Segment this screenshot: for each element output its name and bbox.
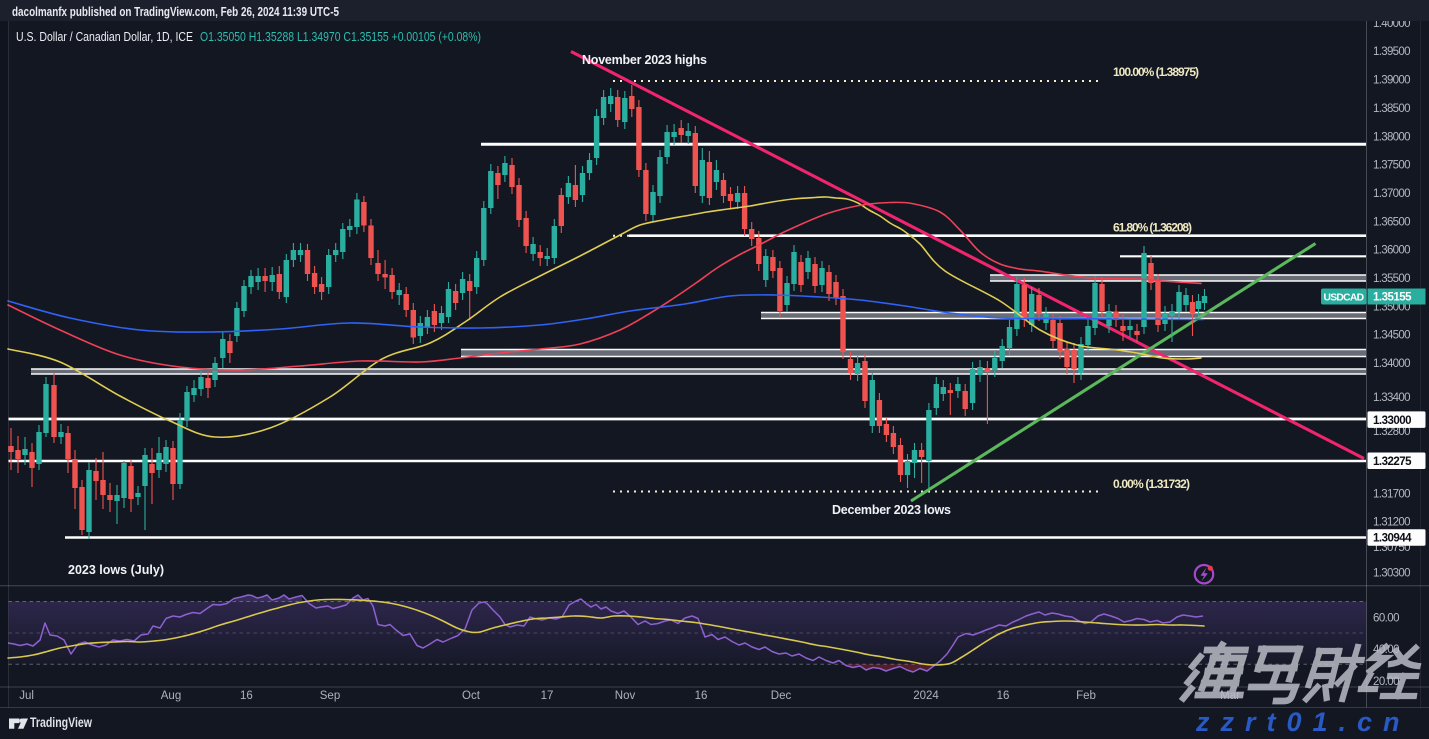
svg-text:1.36000: 1.36000 bbox=[1373, 245, 1411, 257]
svg-text:16: 16 bbox=[997, 690, 1010, 702]
svg-text:O1.35050 H1.35288 L1.34970: O1.35050 H1.35288 L1.34970 C1.35155 +0.0… bbox=[200, 30, 481, 44]
svg-text:1.33000: 1.33000 bbox=[1373, 415, 1412, 427]
svg-text:Oct: Oct bbox=[462, 690, 481, 702]
svg-text:TradingView: TradingView bbox=[30, 715, 92, 730]
svg-text:November 2023 highs: November 2023 highs bbox=[582, 53, 707, 67]
svg-text:U.S. Dollar / Canadian Dollar,: U.S. Dollar / Canadian Dollar, 1D, ICE bbox=[16, 30, 193, 44]
svg-text:2024: 2024 bbox=[913, 690, 939, 702]
svg-text:1.36500: 1.36500 bbox=[1373, 216, 1411, 228]
svg-text:1.33400: 1.33400 bbox=[1373, 392, 1411, 404]
svg-text:1.32275: 1.32275 bbox=[1373, 456, 1412, 468]
svg-text:1.30300: 1.30300 bbox=[1373, 568, 1411, 580]
svg-text:1.34500: 1.34500 bbox=[1373, 330, 1411, 342]
svg-text:1.30944: 1.30944 bbox=[1373, 533, 1412, 545]
svg-text:1.39000: 1.39000 bbox=[1373, 75, 1411, 87]
svg-text:Aug: Aug bbox=[161, 690, 181, 702]
svg-text:dacolmanfx published on Tradin: dacolmanfx published on TradingView.com,… bbox=[12, 5, 339, 19]
svg-text:1.31200: 1.31200 bbox=[1373, 517, 1411, 529]
svg-text:16: 16 bbox=[240, 690, 253, 702]
svg-text:1.39500: 1.39500 bbox=[1373, 46, 1411, 58]
svg-text:1.35155: 1.35155 bbox=[1373, 292, 1412, 304]
svg-text:61.80% (1.36208): 61.80% (1.36208) bbox=[1113, 221, 1192, 235]
svg-text:Dec: Dec bbox=[771, 690, 792, 702]
svg-text:1.37000: 1.37000 bbox=[1373, 188, 1411, 200]
svg-text:2023 lows (July): 2023 lows (July) bbox=[68, 563, 164, 577]
svg-text:1.32800: 1.32800 bbox=[1373, 426, 1411, 438]
svg-text:zzrt01.cn: zzrt01.cn bbox=[1195, 707, 1411, 737]
svg-text:December 2023 lows: December 2023 lows bbox=[832, 503, 951, 517]
svg-text:17: 17 bbox=[541, 690, 554, 702]
svg-text:Feb: Feb bbox=[1076, 690, 1096, 702]
svg-text:USDCAD: USDCAD bbox=[1324, 293, 1365, 304]
svg-text:0.00% (1.31732): 0.00% (1.31732) bbox=[1113, 477, 1190, 491]
svg-text:Nov: Nov bbox=[615, 690, 636, 702]
svg-text:1.37500: 1.37500 bbox=[1373, 160, 1411, 172]
svg-text:Jul: Jul bbox=[19, 690, 34, 702]
svg-text:100.00% (1.38975): 100.00% (1.38975) bbox=[1113, 65, 1199, 79]
svg-text:1.35500: 1.35500 bbox=[1373, 273, 1411, 285]
svg-text:60.00: 60.00 bbox=[1373, 612, 1400, 624]
svg-text:Sep: Sep bbox=[320, 690, 340, 702]
svg-text:1.38500: 1.38500 bbox=[1373, 103, 1411, 115]
svg-text:1.31700: 1.31700 bbox=[1373, 488, 1411, 500]
svg-text:1.38000: 1.38000 bbox=[1373, 131, 1411, 143]
svg-text:1.34000: 1.34000 bbox=[1373, 358, 1411, 370]
svg-text:16: 16 bbox=[695, 690, 708, 702]
